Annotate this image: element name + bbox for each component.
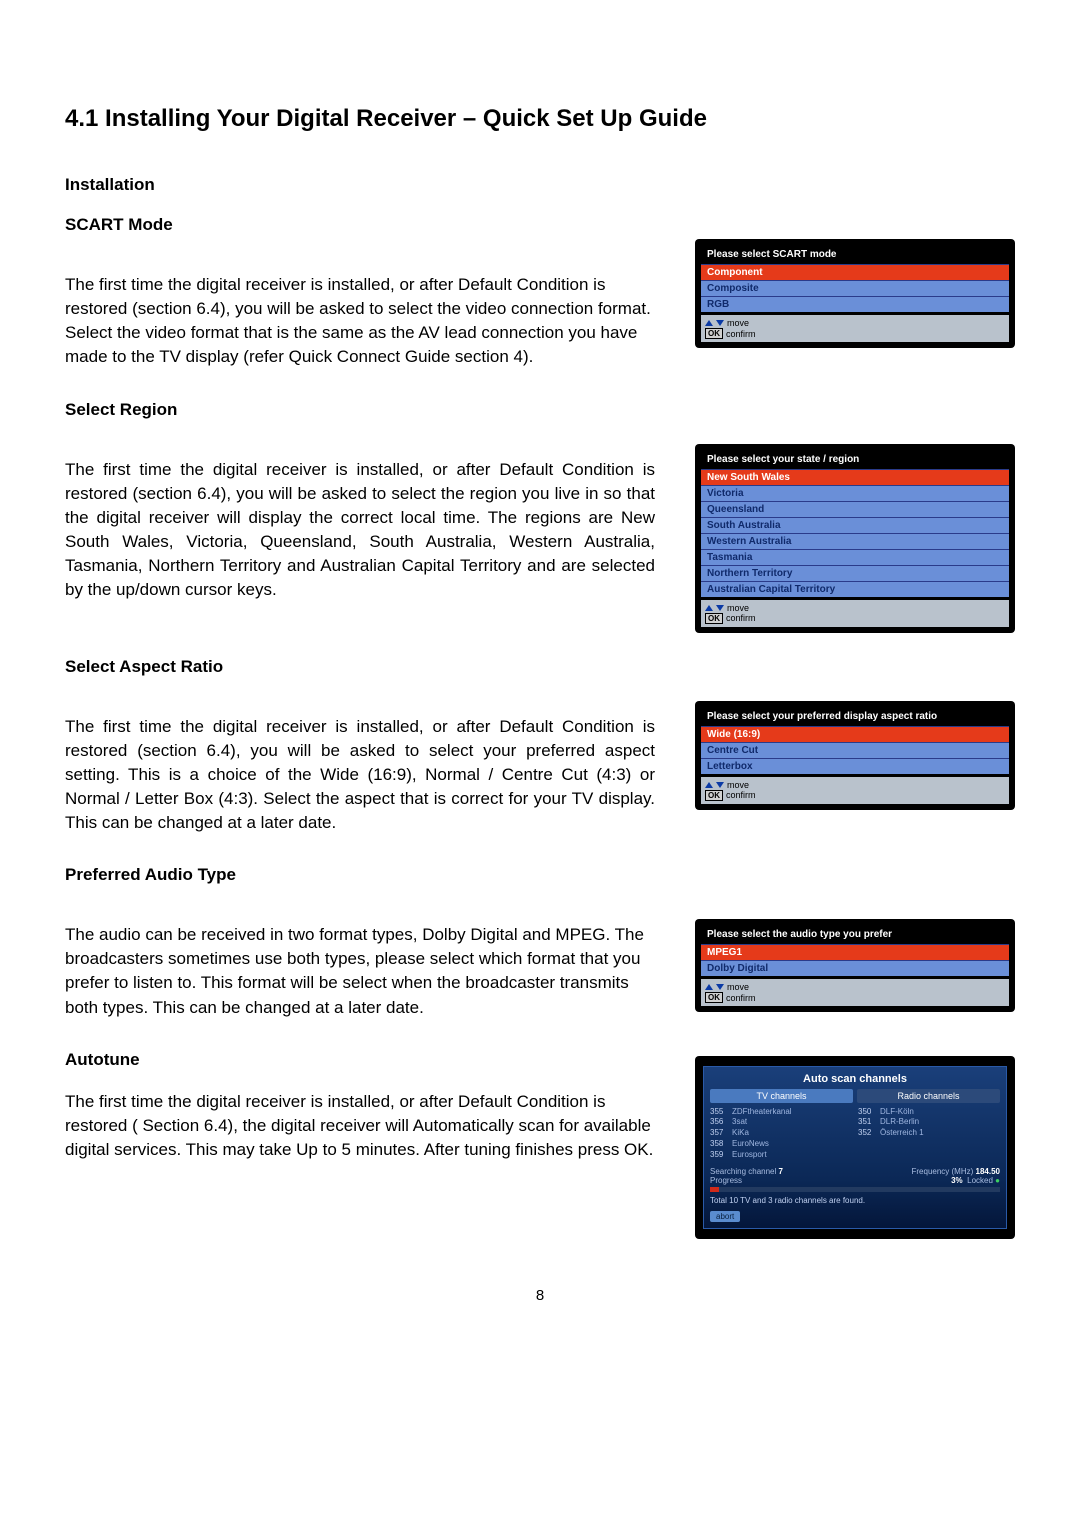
autoscan-progress-bar [710, 1187, 1000, 1192]
osd-audio: Please select the audio type you prefer … [695, 919, 1015, 1012]
body-scart: The first time the digital receiver is i… [65, 273, 655, 370]
subtitle-audio: Preferred Audio Type [65, 865, 655, 885]
osd-aspect-item-2: Letterbox [701, 758, 1009, 774]
autoscan-abort: abort [710, 1211, 740, 1222]
osd-region-item-2: Queensland [701, 501, 1009, 517]
footer-move: move [727, 780, 749, 790]
section-region: Select Region The first time the digital… [65, 400, 1015, 633]
autoscan-tv-list: 355ZDFtheaterkanal 3563sat 357KiKa 358Eu… [710, 1107, 852, 1161]
footer-confirm: confirm [726, 329, 756, 339]
osd-autoscan: Auto scan channels TV channels Radio cha… [695, 1056, 1015, 1239]
section-aspect: Select Aspect Ratio The first time the d… [65, 657, 1015, 842]
autoscan-radio-list: 350DLF-Köln 351DLR-Berlin 352Österreich … [858, 1107, 1000, 1161]
subtitle-installation: Installation [65, 175, 655, 195]
footer-move: move [727, 603, 749, 613]
page-number: 8 [65, 1287, 1015, 1304]
autoscan-summary: Total 10 TV and 3 radio channels are fou… [710, 1196, 1000, 1205]
osd-scart-title: Please select SCART mode [701, 245, 1009, 264]
down-icon [716, 984, 724, 990]
section-scart: Installation SCART Mode The first time t… [65, 175, 1015, 376]
down-icon [716, 782, 724, 788]
osd-region-item-1: Victoria [701, 485, 1009, 501]
autoscan-tab-radio: Radio channels [857, 1089, 1000, 1103]
section-autotune: Autotune The first time the digital rece… [65, 1050, 1015, 1239]
autoscan-title: Auto scan channels [710, 1073, 1000, 1085]
ok-icon: OK [705, 790, 723, 801]
osd-scart-item-0: Component [701, 264, 1009, 280]
footer-move: move [727, 982, 749, 992]
section-audio: Preferred Audio Type The audio can be re… [65, 865, 1015, 1026]
body-aspect: The first time the digital receiver is i… [65, 715, 655, 836]
osd-aspect-item-0: Wide (16:9) [701, 726, 1009, 742]
osd-scart: Please select SCART mode Component Compo… [695, 239, 1015, 348]
osd-region-item-4: Western Australia [701, 533, 1009, 549]
osd-scart-item-2: RGB [701, 296, 1009, 312]
osd-scart-item-1: Composite [701, 280, 1009, 296]
subtitle-region: Select Region [65, 400, 655, 420]
subtitle-aspect: Select Aspect Ratio [65, 657, 655, 677]
osd-region: Please select your state / region New So… [695, 444, 1015, 633]
up-icon [705, 782, 713, 788]
page-heading: 4.1 Installing Your Digital Receiver – Q… [65, 105, 1015, 133]
footer-confirm: confirm [726, 790, 756, 800]
footer-move: move [727, 318, 749, 328]
ok-icon: OK [705, 328, 723, 339]
osd-audio-item-1: Dolby Digital [701, 960, 1009, 976]
ok-icon: OK [705, 613, 723, 624]
up-icon [705, 984, 713, 990]
osd-aspect: Please select your preferred display asp… [695, 701, 1015, 810]
osd-region-item-0: New South Wales [701, 469, 1009, 485]
osd-region-item-3: South Australia [701, 517, 1009, 533]
down-icon [716, 605, 724, 611]
body-autotune: The first time the digital receiver is i… [65, 1090, 655, 1162]
osd-region-title: Please select your state / region [701, 450, 1009, 469]
autoscan-tab-tv: TV channels [710, 1089, 853, 1103]
osd-aspect-title: Please select your preferred display asp… [701, 707, 1009, 726]
down-icon [716, 320, 724, 326]
subtitle-scart-mode: SCART Mode [65, 215, 655, 235]
osd-audio-title: Please select the audio type you prefer [701, 925, 1009, 944]
footer-confirm: confirm [726, 613, 756, 623]
osd-region-item-7: Australian Capital Territory [701, 581, 1009, 597]
ok-icon: OK [705, 992, 723, 1003]
osd-aspect-item-1: Centre Cut [701, 742, 1009, 758]
osd-region-item-6: Northern Territory [701, 565, 1009, 581]
body-audio: The audio can be received in two format … [65, 923, 655, 1020]
osd-region-item-5: Tasmania [701, 549, 1009, 565]
up-icon [705, 605, 713, 611]
osd-audio-item-0: MPEG1 [701, 944, 1009, 960]
footer-confirm: confirm [726, 993, 756, 1003]
body-region: The first time the digital receiver is i… [65, 458, 655, 603]
up-icon [705, 320, 713, 326]
subtitle-autotune: Autotune [65, 1050, 655, 1070]
